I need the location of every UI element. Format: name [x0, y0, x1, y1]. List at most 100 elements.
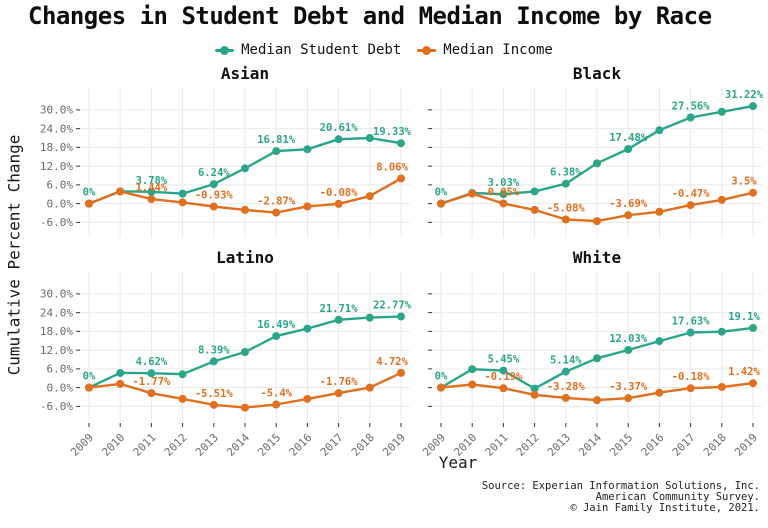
- income-label: -1.77%: [132, 376, 171, 388]
- income-point: [365, 192, 374, 201]
- debt-label: 16.81%: [257, 134, 296, 146]
- income-point: [334, 199, 343, 208]
- debt-point: [655, 337, 664, 346]
- income-label: -0.93%: [195, 190, 234, 202]
- facet-title: Black: [573, 64, 622, 83]
- debt-point: [303, 324, 312, 333]
- income-label: 0.05%: [488, 186, 520, 198]
- debt-label: 21.71%: [320, 303, 359, 315]
- debt-point: [717, 327, 726, 336]
- debt-label: 6.24%: [198, 167, 230, 179]
- y-tick-label: -6.0%: [40, 216, 73, 229]
- y-tick-label: -6.0%: [40, 400, 73, 413]
- income-label: -5.4%: [260, 388, 292, 400]
- y-tick-label: 30.0%: [40, 288, 73, 301]
- income-label: -2.87%: [257, 196, 296, 208]
- income-label: 4.72%: [376, 356, 408, 368]
- income-point: [561, 215, 570, 224]
- debt-label: 20.61%: [320, 122, 359, 134]
- debt-point: [365, 313, 374, 322]
- debt-label: 5.14%: [550, 355, 582, 367]
- facet-title: White: [573, 248, 621, 267]
- income-point: [365, 383, 374, 392]
- income-point: [686, 384, 695, 393]
- income-point: [624, 211, 633, 220]
- debt-point: [241, 164, 249, 173]
- income-point: [624, 394, 633, 403]
- chart-title: Changes in Student Debt and Median Incom…: [28, 2, 712, 30]
- y-tick-label: 6.0%: [47, 363, 74, 376]
- debt-label: 0%: [435, 371, 448, 383]
- debt-point: [624, 145, 633, 153]
- income-point: [272, 208, 281, 217]
- debt-point: [116, 368, 125, 377]
- debt-point: [749, 323, 757, 332]
- debt-point: [655, 126, 664, 135]
- income-point: [749, 379, 757, 388]
- y-tick-label: 18.0%: [40, 325, 73, 338]
- y-tick-label: 24.0%: [40, 306, 73, 319]
- income-point: [593, 217, 601, 226]
- debt-point: [178, 370, 187, 379]
- y-tick-label: 0.0%: [47, 197, 74, 210]
- income-point: [178, 198, 187, 207]
- income-point: [116, 187, 125, 196]
- debt-line-marker-icon: [215, 45, 235, 55]
- debt-point: [209, 180, 218, 189]
- y-tick-label: 12.0%: [40, 160, 73, 173]
- y-tick-label: 0.0%: [47, 381, 74, 394]
- income-point: [530, 205, 539, 214]
- debt-label: 19.1%: [728, 311, 760, 323]
- income-point: [303, 394, 312, 403]
- x-axis-title: Year: [438, 453, 478, 472]
- debt-label: 0%: [435, 187, 448, 199]
- income-point: [468, 189, 477, 198]
- debt-point: [147, 187, 156, 196]
- income-point: [241, 205, 249, 214]
- income-label: -5.08%: [547, 203, 586, 215]
- debt-point: [272, 332, 281, 341]
- income-label: -0.18%: [672, 371, 711, 383]
- debt-point: [530, 187, 539, 196]
- source-note: Source: Experian Information Solutions, …: [482, 481, 760, 513]
- debt-label: 0%: [83, 187, 96, 199]
- debt-label: 27.56%: [672, 101, 711, 113]
- income-label: 8.06%: [376, 161, 408, 173]
- income-label: 3.5%: [731, 176, 757, 188]
- income-point: [209, 400, 218, 409]
- income-point: [209, 202, 218, 211]
- income-label: -3.69%: [609, 198, 648, 210]
- income-point: [397, 174, 405, 183]
- source-line-1: Source: Experian Information Solutions, …: [481, 480, 760, 492]
- income-line-marker-icon: [417, 45, 437, 55]
- debt-point: [178, 189, 187, 198]
- debt-point: [241, 348, 249, 356]
- source-line-2: American Community Survey.: [595, 490, 760, 503]
- debt-point: [717, 107, 726, 116]
- income-point: [468, 380, 477, 389]
- debt-point: [561, 367, 570, 376]
- income-point: [593, 396, 601, 405]
- income-label: -3.37%: [609, 381, 648, 393]
- income-point: [530, 390, 539, 399]
- debt-point: [624, 346, 633, 355]
- y-tick-label: 6.0%: [47, 179, 74, 192]
- debt-label: 22.77%: [373, 299, 412, 311]
- income-label: -0.19%: [484, 371, 523, 383]
- income-label: -0.08%: [320, 187, 359, 199]
- y-tick-label: 30.0%: [40, 104, 73, 117]
- y-tick-label: 24.0%: [40, 122, 73, 135]
- debt-label: 3.78%: [136, 175, 168, 187]
- legend: Median Student Debt Median Income: [0, 42, 768, 58]
- debt-point: [593, 159, 601, 168]
- income-label: -0.47%: [672, 188, 711, 200]
- facet-title: Latino: [216, 248, 274, 267]
- income-point: [686, 201, 695, 210]
- facet-white: 2009 2010 2011 2012 2013 2014 2015 2016 2017 2018…: [420, 248, 762, 459]
- debt-point: [686, 328, 695, 337]
- debt-label: 17.63%: [672, 316, 711, 328]
- debt-label: 16.49%: [257, 319, 296, 331]
- debt-label: 12.03%: [609, 333, 648, 345]
